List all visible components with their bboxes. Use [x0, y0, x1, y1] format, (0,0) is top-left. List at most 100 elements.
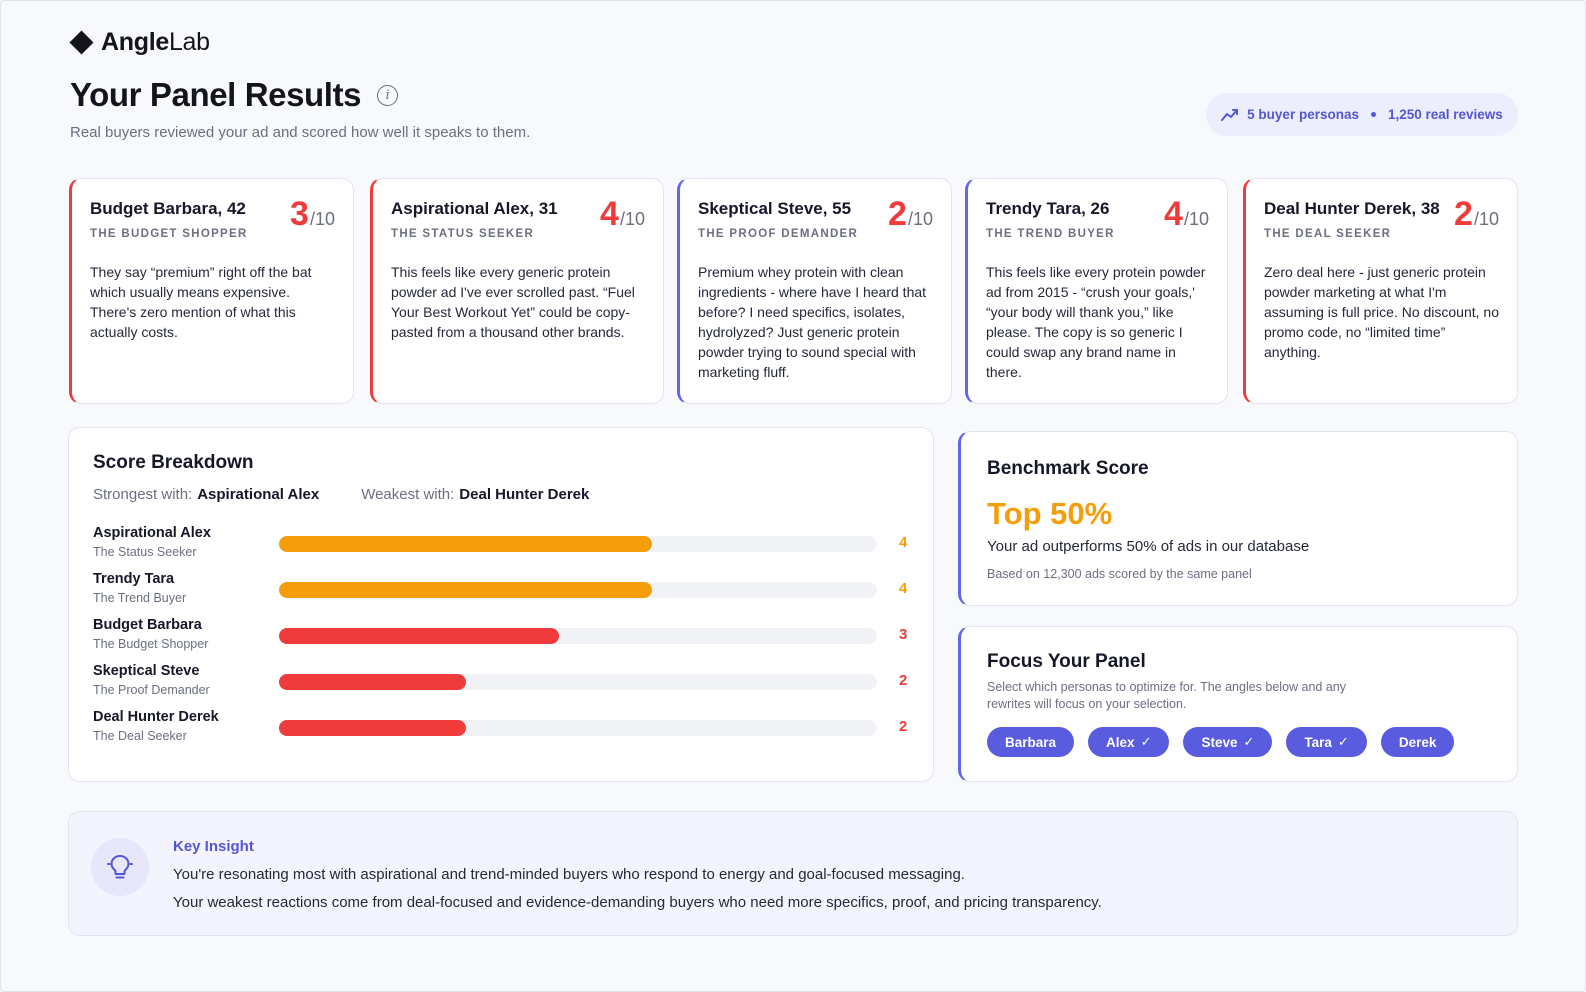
score-breakdown-summary: Strongest with: Aspirational Alex Weakest… [93, 486, 589, 503]
strongest-summary: Strongest with: Aspirational Alex [93, 486, 319, 503]
persona-name: Aspirational Alex, 31 [391, 199, 558, 218]
benchmark-description: Your ad outperforms 50% of ads in our da… [987, 538, 1310, 555]
score-bar-value: 4 [899, 534, 908, 551]
weakest-value: Deal Hunter Derek [459, 486, 590, 503]
persona-role: THE PROOF DEMANDER [698, 228, 859, 240]
bar-persona-role: The Deal Seeker [93, 729, 187, 743]
score-bar-row: Trendy Tara The Trend Buyer 4 [93, 571, 913, 611]
persona-role: THE TREND BUYER [986, 228, 1115, 240]
persona-chip-derek[interactable]: Derek [1380, 727, 1455, 757]
persona-chip-barbara[interactable]: Barbara [987, 727, 1075, 757]
focus-panel-title: Focus Your Panel [987, 651, 1146, 672]
persona-score-max: /10 [907, 209, 933, 229]
persona-name: Deal Hunter Derek, 38 [1264, 199, 1440, 218]
persona-card-barbara: Budget Barbara, 42 THE BUDGET SHOPPER 3/… [69, 178, 354, 404]
persona-role: THE DEAL SEEKER [1264, 228, 1392, 240]
reviews-count: 1,250 real reviews [1387, 107, 1503, 122]
key-insight-panel: Key Insight You're resonating most with … [68, 811, 1518, 936]
score-bar-row: Skeptical Steve The Proof Demander 2 [93, 663, 913, 703]
chip-label: Alex [1106, 734, 1135, 750]
check-icon: ✓ [1337, 734, 1349, 749]
score-bar-value: 4 [899, 580, 908, 597]
insight-title: Key Insight [173, 838, 254, 855]
persona-score-value: 4 [1164, 195, 1183, 233]
score-bar-fill [279, 720, 466, 736]
score-bar-track [279, 582, 877, 598]
benchmark-value: Top 50% [987, 496, 1113, 531]
persona-card-alex: Aspirational Alex, 31 THE STATUS SEEKER … [370, 178, 664, 404]
weakest-label: Weakest with: [361, 486, 455, 503]
persona-score: 4/10 [600, 197, 645, 231]
check-icon: ✓ [1140, 734, 1152, 749]
personas-count: 5 buyer personas [1247, 107, 1359, 122]
strongest-value: Aspirational Alex [197, 486, 320, 503]
panel-stats-badge: 5 buyer personas 1,250 real reviews [1206, 93, 1518, 136]
insight-text-strength: You're resonating most with aspirational… [173, 866, 965, 883]
score-bar-fill [279, 582, 653, 598]
chip-label: Derek [1398, 734, 1437, 750]
persona-name: Budget Barbara, 42 [90, 199, 246, 218]
diamond-logo-icon [69, 30, 94, 55]
persona-score: 4/10 [1164, 197, 1209, 231]
persona-score-value: 3 [290, 195, 309, 233]
score-bar-value: 2 [899, 718, 908, 735]
persona-role: THE BUDGET SHOPPER [90, 228, 248, 240]
focus-panel: Focus Your Panel Select which personas t… [958, 626, 1518, 782]
score-bar-row: Aspirational Alex The Status Seeker 4 [93, 525, 913, 565]
score-bar-value: 2 [899, 672, 908, 689]
chip-label: Barbara [1005, 734, 1057, 750]
score-bar-track [279, 536, 877, 552]
brand-name-light: Lab [168, 28, 210, 56]
chip-label: Tara [1304, 734, 1332, 750]
score-breakdown-panel: Score Breakdown Strongest with: Aspiratio… [68, 427, 934, 782]
bar-persona-role: The Trend Buyer [93, 591, 187, 605]
brand-name: AngleLab [101, 28, 210, 57]
weakest-summary: Weakest with: Deal Hunter Derek [361, 486, 589, 503]
score-bar-fill [279, 628, 559, 644]
lightbulb-icon [91, 838, 149, 896]
info-icon[interactable]: i [377, 84, 399, 106]
persona-score-value: 2 [888, 195, 907, 233]
benchmark-title: Benchmark Score [987, 458, 1149, 479]
score-bar-fill [279, 536, 653, 552]
persona-score-max: /10 [619, 209, 645, 229]
separator-dot [1370, 112, 1376, 117]
persona-score: 3/10 [290, 197, 335, 231]
persona-chip-steve[interactable]: Steve ✓ [1183, 727, 1273, 757]
persona-score-value: 2 [1454, 195, 1473, 233]
persona-chip-group: Barbara Alex ✓ Steve ✓ Tara ✓ Derek [987, 727, 1455, 757]
bar-persona-role: The Proof Demander [93, 683, 210, 697]
bar-persona-name: Budget Barbara [93, 617, 202, 633]
score-bar-track [279, 674, 877, 690]
brand-name-bold: Angle [101, 28, 169, 56]
strongest-label: Strongest with: [93, 486, 193, 503]
persona-quote: This feels like every protein powder ad … [986, 264, 1206, 380]
persona-chip-tara[interactable]: Tara ✓ [1286, 727, 1367, 757]
persona-quote: Premium whey protein with clean ingredie… [698, 264, 927, 380]
bar-persona-name: Deal Hunter Derek [93, 709, 219, 725]
persona-score-max: /10 [309, 209, 335, 229]
benchmark-panel: Benchmark Score Top 50% Your ad outperfo… [958, 431, 1518, 606]
persona-quote: This feels like every generic protein po… [391, 264, 635, 340]
persona-quote: They say “premium” right off the bat whi… [90, 264, 312, 340]
persona-card-derek: Deal Hunter Derek, 38 THE DEAL SEEKER 2/… [1243, 178, 1518, 404]
bar-persona-name: Trendy Tara [93, 571, 175, 587]
trend-up-icon [1221, 108, 1239, 121]
page-title: Your Panel Results [70, 76, 362, 113]
persona-score-value: 4 [600, 195, 619, 233]
insight-text-weakness: Your weakest reactions come from deal-fo… [173, 894, 1102, 911]
persona-score-max: /10 [1183, 209, 1209, 229]
persona-chip-alex[interactable]: Alex ✓ [1088, 727, 1170, 757]
score-bar-row: Budget Barbara The Budget Shopper 3 [93, 617, 913, 657]
persona-card-steve: Skeptical Steve, 55 THE PROOF DEMANDER 2… [677, 178, 952, 404]
persona-name: Trendy Tara, 26 [986, 199, 1110, 218]
chip-label: Steve [1201, 734, 1238, 750]
persona-quote: Zero deal here - just generic protein po… [1264, 264, 1499, 360]
bar-persona-role: The Status Seeker [93, 545, 197, 559]
score-bar-value: 3 [899, 626, 908, 643]
bar-persona-role: The Budget Shopper [93, 637, 209, 651]
bar-persona-name: Aspirational Alex [93, 525, 211, 541]
check-icon: ✓ [1243, 734, 1255, 749]
brand-logo[interactable]: AngleLab [69, 28, 210, 57]
score-bar-fill [279, 674, 466, 690]
